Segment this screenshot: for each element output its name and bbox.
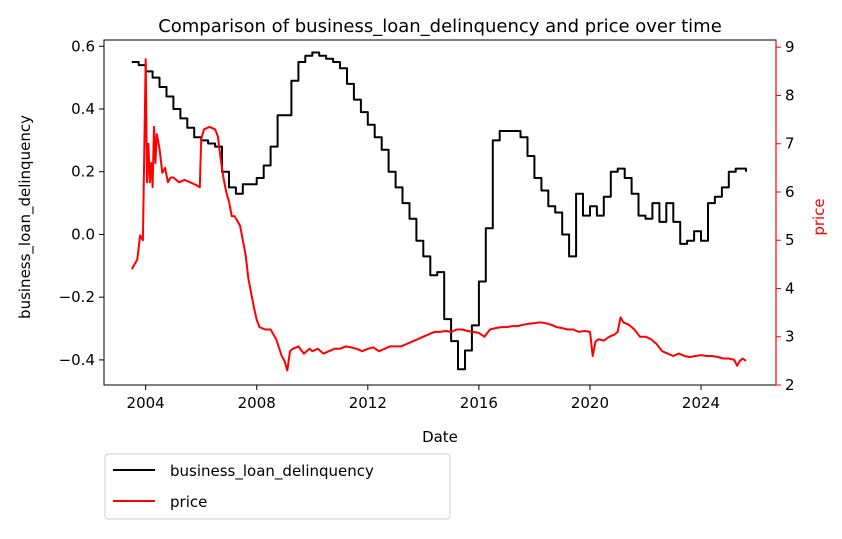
right-tick-label: 8 [785,86,795,104]
right-tick-label: 2 [785,376,795,394]
plot-series [130,51,747,372]
series-line-price [130,58,747,372]
left-tick-label: −0.2 [59,288,95,306]
series-line-business-loan-delinquency [131,51,747,371]
left-tick-label: −0.4 [59,351,95,369]
right-tick-label: 6 [785,183,795,201]
x-tick-label: 2012 [349,394,387,412]
x-axis-label: Date [422,428,458,446]
x-tick-label: 2008 [238,394,276,412]
left-tick-label: 0.4 [71,100,95,118]
right-tick-label: 7 [785,135,795,153]
right-tick-label: 9 [785,38,795,56]
right-tick-label: 5 [785,231,795,249]
right-tick-label: 3 [785,328,795,346]
legend-label-business-loan-delinquency: business_loan_delinquency [170,462,374,481]
chart-title: Comparison of business_loan_delinquency … [158,16,722,37]
left-axis-ticks: −0.4 −0.2 0.0 0.2 0.4 0.6 [59,37,104,369]
right-axis-ticks: 2 3 4 5 6 7 8 9 [776,38,795,394]
left-tick-label: 0.6 [71,37,95,55]
right-tick-label: 4 [785,279,795,297]
x-tick-label: 2016 [460,394,498,412]
x-tick-label: 2004 [127,394,165,412]
left-tick-label: 0.0 [71,225,95,243]
right-axis-label: price [810,198,828,235]
plot-frame [103,39,777,386]
x-axis-ticks: 2004 2008 2012 2016 2020 2024 [127,385,720,412]
left-axis-label: business_loan_delinquency [16,115,35,319]
x-tick-label: 2024 [682,394,720,412]
legend-label-price: price [170,493,207,511]
legend: business_loan_delinquency price [104,453,451,520]
x-tick-label: 2020 [571,394,609,412]
legend-box [104,453,451,520]
left-tick-label: 0.2 [71,163,95,181]
